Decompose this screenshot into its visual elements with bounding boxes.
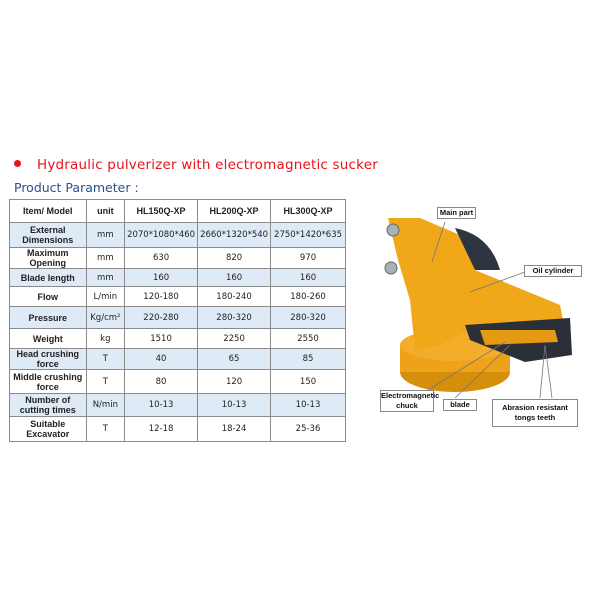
- table-cell: Kg/cm²: [85, 306, 126, 329]
- table-cell: 10-13: [124, 393, 199, 417]
- label-electromagnetic-chuck: Electromagnetic chuck: [380, 390, 440, 412]
- label-main-part: Main part: [437, 207, 476, 219]
- table-cell: 10-13: [270, 393, 346, 417]
- table-cell: 18-24: [197, 416, 272, 442]
- table-cell: T: [85, 348, 126, 370]
- table-row: Weight kg 1510 2250 2550: [9, 328, 346, 349]
- table-cell: 220-280: [124, 306, 199, 329]
- table-cell: mm: [85, 268, 126, 287]
- section-subheading: Product Parameter :: [14, 180, 139, 195]
- label-blade: blade: [443, 399, 477, 411]
- table-cell: 12-18: [124, 416, 199, 442]
- row-label: Blade length: [9, 268, 87, 287]
- table-cell: 40: [124, 348, 199, 370]
- table-cell: 120: [197, 369, 272, 394]
- bullet-icon: [14, 159, 21, 167]
- table-row: Suitable Excavator T 12-18 18-24 25-36: [9, 416, 346, 442]
- table-cell: 160: [270, 268, 346, 287]
- table-cell: 2660*1320*540: [197, 222, 272, 248]
- column-header: unit: [85, 199, 126, 223]
- label-oil-cylinder: Oil cylinder: [524, 265, 582, 277]
- table-cell: 2550: [270, 328, 346, 349]
- table-cell: 280-320: [270, 306, 346, 329]
- row-label: Number of cutting times: [9, 393, 87, 417]
- label-abrasion-teeth: Abrasion resistant tongs teeth: [492, 399, 578, 427]
- machine-image: [384, 218, 572, 392]
- table-cell: 25-36: [270, 416, 346, 442]
- column-header: HL200Q-XP: [197, 199, 272, 223]
- row-label: Suitable Excavator: [9, 416, 87, 442]
- table-row: Number of cutting times N/min 10-13 10-13 10…: [9, 393, 346, 417]
- table-row: Pressure Kg/cm² 220-280 280-320 280-320: [9, 306, 346, 329]
- table-cell: N/min: [85, 393, 126, 417]
- table-row: Flow L/min 120-180 180-240 180-260: [9, 286, 346, 307]
- callout-lines: [419, 221, 553, 399]
- parameter-table: Item/ Model unit HL150Q-XP HL200Q-XP HL300Q-…: [9, 199, 346, 442]
- table-cell: 65: [197, 348, 272, 370]
- table-cell: 85: [270, 348, 346, 370]
- table-row: Middle crushing force T 80 120 150: [9, 369, 346, 394]
- table-cell: T: [85, 416, 126, 442]
- table-row: Head crushing force T 40 65 85: [9, 348, 346, 370]
- table-cell: 10-13: [197, 393, 272, 417]
- page-heading: Hydraulic pulverizer with electromagneti…: [14, 157, 378, 173]
- table-cell: 2070*1080*460: [124, 222, 199, 248]
- table-cell: 2750*1420*635: [270, 222, 346, 248]
- table-row: Blade length mm 160 160 160: [9, 268, 346, 287]
